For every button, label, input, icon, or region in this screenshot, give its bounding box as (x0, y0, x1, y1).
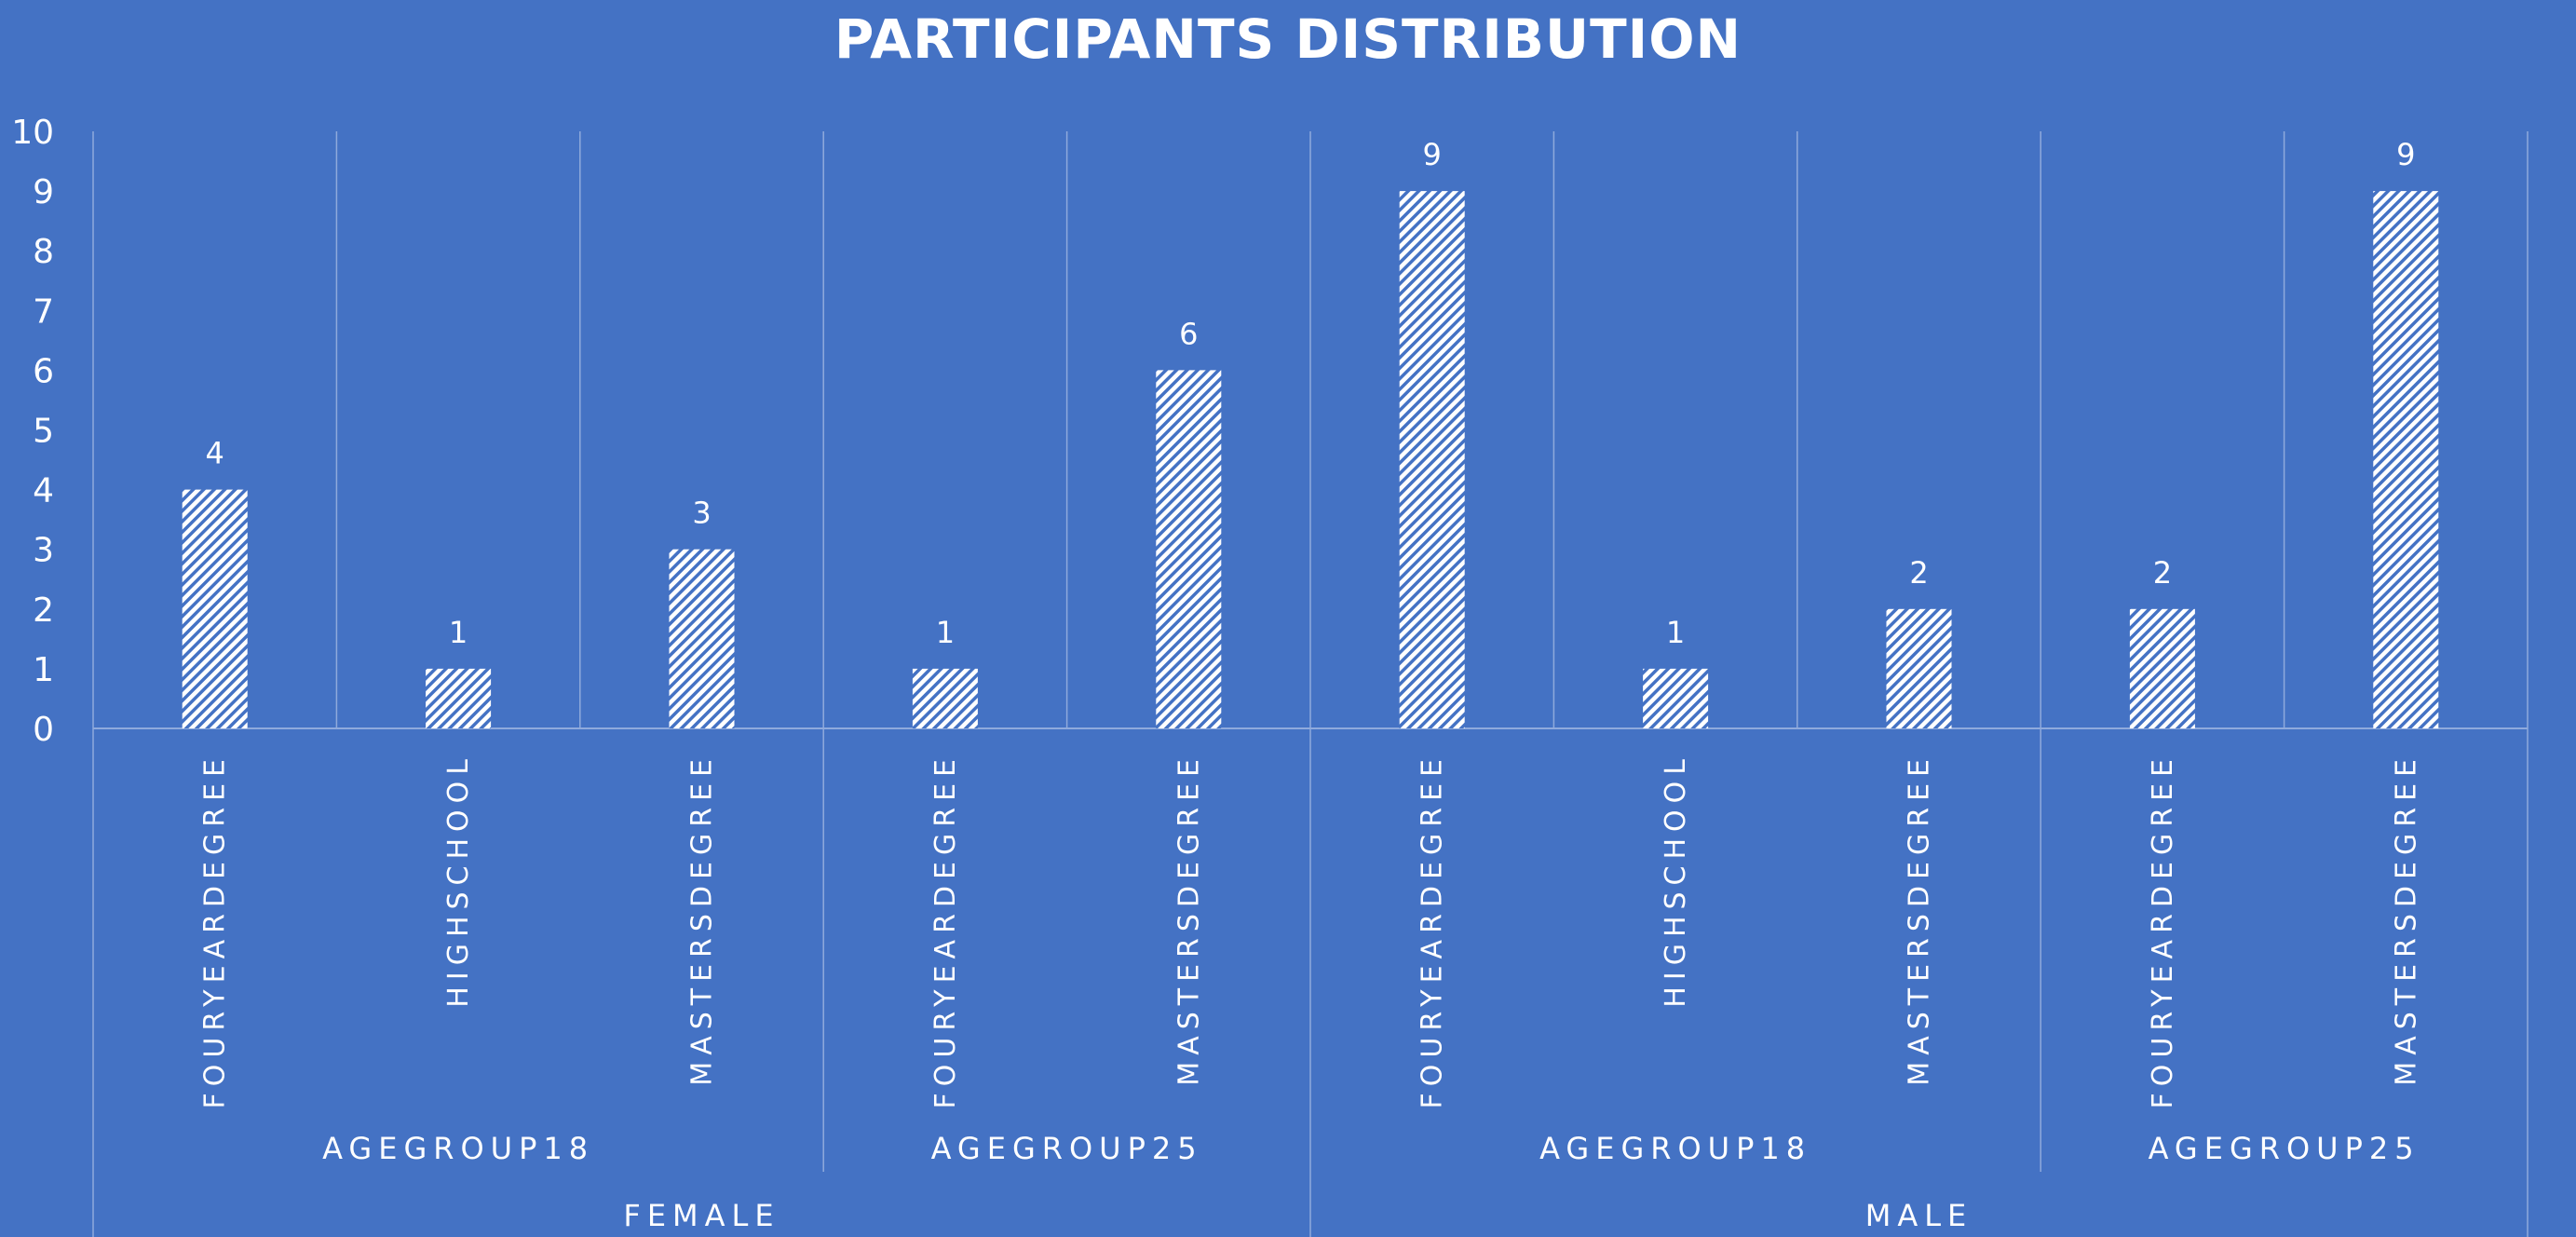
grid-layer (92, 131, 2529, 1237)
bar (426, 668, 492, 728)
data-label: 2 (2153, 555, 2172, 591)
gender-label: MALE (1865, 1198, 1973, 1233)
bar (1156, 370, 1222, 728)
data-label: 1 (449, 615, 468, 650)
bars-layer (182, 191, 2439, 729)
data-label: 6 (1179, 316, 1198, 351)
y-tick-label: 10 (11, 114, 54, 152)
category-label: FOURYEARDEGREE (1417, 753, 1449, 1108)
age-group-label: AGEGROUP18 (1539, 1131, 1811, 1166)
age-group-label: AGEGROUP25 (2149, 1131, 2420, 1166)
data-label: 4 (206, 436, 224, 471)
y-tick-label: 3 (33, 532, 54, 570)
category-label: FOURYEARDEGREE (2147, 753, 2179, 1108)
data-label: 2 (1909, 555, 1928, 591)
bar (1886, 608, 1952, 728)
category-label: HIGHSCHOOL (1660, 753, 1692, 1008)
data-label: 1 (1666, 615, 1685, 650)
category-label: MASTERSDEGREE (1904, 753, 1936, 1086)
bar (1643, 668, 1709, 728)
y-tick-label: 7 (33, 292, 54, 331)
bar (2129, 608, 2195, 728)
data-label: 3 (692, 496, 711, 531)
y-tick-label: 9 (33, 173, 54, 211)
bar (669, 549, 735, 728)
category-label: HIGHSCHOOL (442, 753, 475, 1008)
age-group-label: AGEGROUP18 (322, 1131, 594, 1166)
y-tick-label: 5 (33, 413, 54, 451)
bar (912, 668, 978, 728)
y-tick-label: 0 (33, 711, 54, 749)
y-tick-label: 2 (33, 591, 54, 630)
bar (2373, 191, 2439, 729)
data-label: 9 (2396, 137, 2415, 172)
category-label: MASTERSDEGREE (1173, 753, 1205, 1086)
y-tick-label: 4 (33, 472, 54, 510)
bar (182, 489, 248, 728)
y-tick-label: 8 (33, 233, 54, 271)
bar (1399, 191, 1465, 729)
category-label: FOURYEARDEGREE (199, 753, 232, 1108)
age-group-label: AGEGROUP25 (931, 1131, 1203, 1166)
y-tick-label: 1 (33, 651, 54, 689)
data-label: 9 (1423, 137, 1442, 172)
category-label: FOURYEARDEGREE (929, 753, 962, 1108)
data-label: 1 (936, 615, 955, 650)
gender-label: FEMALE (623, 1198, 780, 1233)
y-tick-label: 6 (33, 352, 54, 390)
category-label: MASTERSDEGREE (2390, 753, 2422, 1086)
labels-layer: 0 1 2 3 4 5 6 7 8 9 10 4 FOURYEARDEGREE 1 HIGHSCHOOL 3 M… (11, 114, 2422, 1233)
category-label: MASTERSDEGREE (686, 753, 719, 1086)
chart-title: PARTICIPANTS DISTRIBUTION (834, 7, 1742, 71)
